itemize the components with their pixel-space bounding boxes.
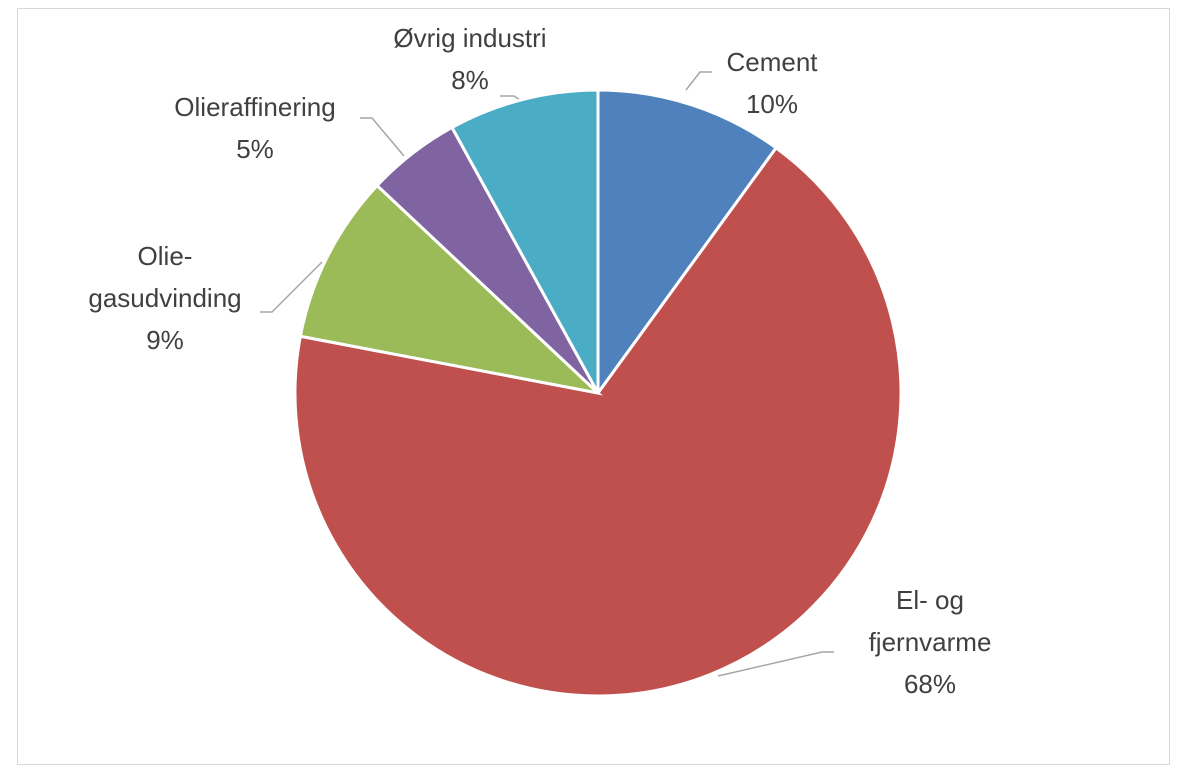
data-label: El- og fjernvarme 68% — [869, 579, 992, 705]
percent-label: 8% — [451, 65, 489, 95]
data-label: Olieraffinering 5% — [174, 86, 335, 170]
data-label: Olie- gasudvinding 9% — [88, 235, 241, 361]
leader-line — [360, 117, 405, 157]
leader-line — [717, 651, 834, 677]
leader-lines — [260, 71, 834, 677]
percent-label: 5% — [236, 134, 274, 164]
leader-line — [260, 261, 323, 313]
percent-label: 10% — [745, 89, 799, 119]
percent-label: 9% — [146, 325, 184, 355]
pie-slice — [293, 145, 903, 698]
leader-line — [685, 71, 712, 91]
pie-slice — [449, 88, 600, 394]
slices — [293, 88, 903, 698]
category-label: Øvrig industri — [393, 23, 547, 53]
category-label: Olieraffinering — [174, 92, 336, 122]
data-label: Cement 10% — [726, 41, 817, 125]
category-label: El- og fjernvarme — [868, 585, 992, 657]
pie-slice — [298, 183, 603, 396]
leader-line — [500, 95, 521, 101]
pie-slice — [596, 88, 779, 398]
percent-label: 68% — [903, 669, 957, 699]
data-label: Øvrig industri 8% — [393, 17, 546, 101]
category-label: Olie- gasudvinding — [88, 241, 242, 313]
category-label: Cement — [726, 47, 818, 77]
